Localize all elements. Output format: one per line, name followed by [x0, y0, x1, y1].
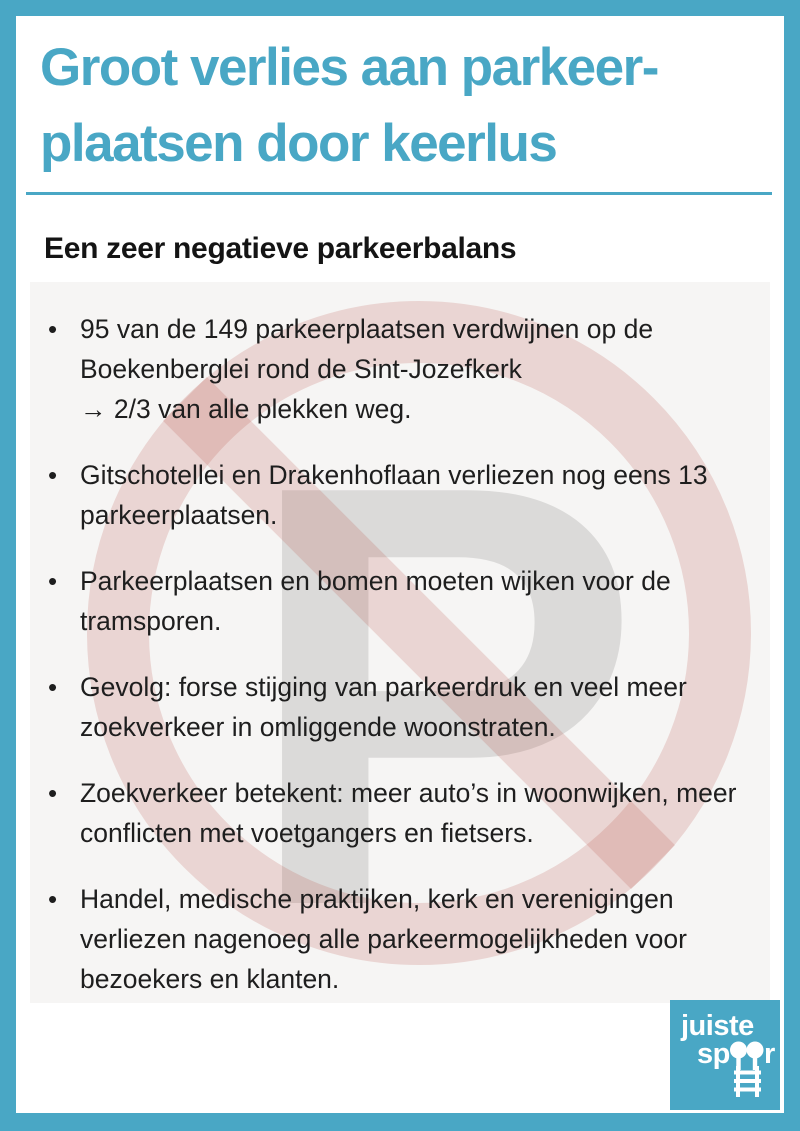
- rail-track-icon: [734, 1066, 761, 1097]
- tree-icon: [746, 1041, 764, 1059]
- tree-trunk: [752, 1055, 758, 1070]
- bullet-dot: •: [48, 778, 58, 808]
- bullet-dot: •: [48, 314, 58, 344]
- content-area: Groot verlies aan parkeer- plaatsen door…: [16, 16, 784, 1113]
- bullet-text: 95 van de 149 parkeerplaatsen verdwijnen…: [80, 314, 654, 424]
- page-title-line1: Groot verlies aan parkeer-: [40, 38, 659, 97]
- logo-text-line1: juiste: [681, 1010, 754, 1042]
- tree-icons: [730, 1041, 764, 1070]
- logo-text-line2-suffix: r: [764, 1038, 776, 1070]
- bullet-dot: •: [48, 566, 58, 596]
- tree-icon: [730, 1041, 747, 1059]
- page-title-line2: plaatsen door keerlus: [40, 114, 558, 173]
- no-parking-sign-icon: P: [87, 301, 751, 978]
- page-title: Groot verlies aan parkeer- plaatsen door…: [40, 30, 760, 182]
- prohibition-slash: [163, 377, 675, 889]
- bullet-dot: •: [48, 460, 58, 490]
- section-heading: Een zeer negatieve parkeerbalans: [44, 232, 517, 265]
- prohibition-ring: [87, 301, 751, 965]
- tree-trunk: [736, 1055, 741, 1070]
- figure-background: P • 95 van de 149 parkeerplaatsen verdwi…: [30, 282, 770, 1003]
- bullet-text: Gevolg: forse stijging van parkeerdruk e…: [80, 672, 687, 742]
- bullet-item: • Parkeerplaatsen en bomen moeten wijken…: [48, 561, 752, 641]
- bullet-item: • Handel, medische praktijken, kerk en v…: [48, 879, 752, 999]
- bullet-dot: •: [48, 672, 58, 702]
- bullet-item: • Gitschotellei en Drakenhoflaan verliez…: [48, 455, 752, 535]
- bullet-text: Handel, medische praktijken, kerk en ver…: [80, 884, 687, 994]
- logo-juiste-spoor: juiste sp r: [670, 1000, 780, 1110]
- logo-text-line2-prefix: sp: [697, 1038, 730, 1070]
- bullet-text: Zoekverkeer betekent: meer auto’s in woo…: [80, 778, 737, 848]
- bullet-item: • 95 van de 149 parkeerplaatsen verdwijn…: [48, 309, 752, 429]
- bullet-text: Parkeerplaatsen en bomen moeten wijken v…: [80, 566, 671, 636]
- bullet-dot: •: [48, 884, 58, 914]
- bullet-item: • Zoekverkeer betekent: meer auto’s in w…: [48, 773, 752, 853]
- title-divider: [26, 192, 772, 195]
- bullet-item: • Gevolg: forse stijging van parkeerdruk…: [48, 667, 752, 747]
- bullet-list: • 95 van de 149 parkeerplaatsen verdwijn…: [30, 282, 770, 999]
- bullet-text: Gitschotellei en Drakenhoflaan verliezen…: [80, 460, 708, 530]
- parking-letter: P: [242, 361, 642, 978]
